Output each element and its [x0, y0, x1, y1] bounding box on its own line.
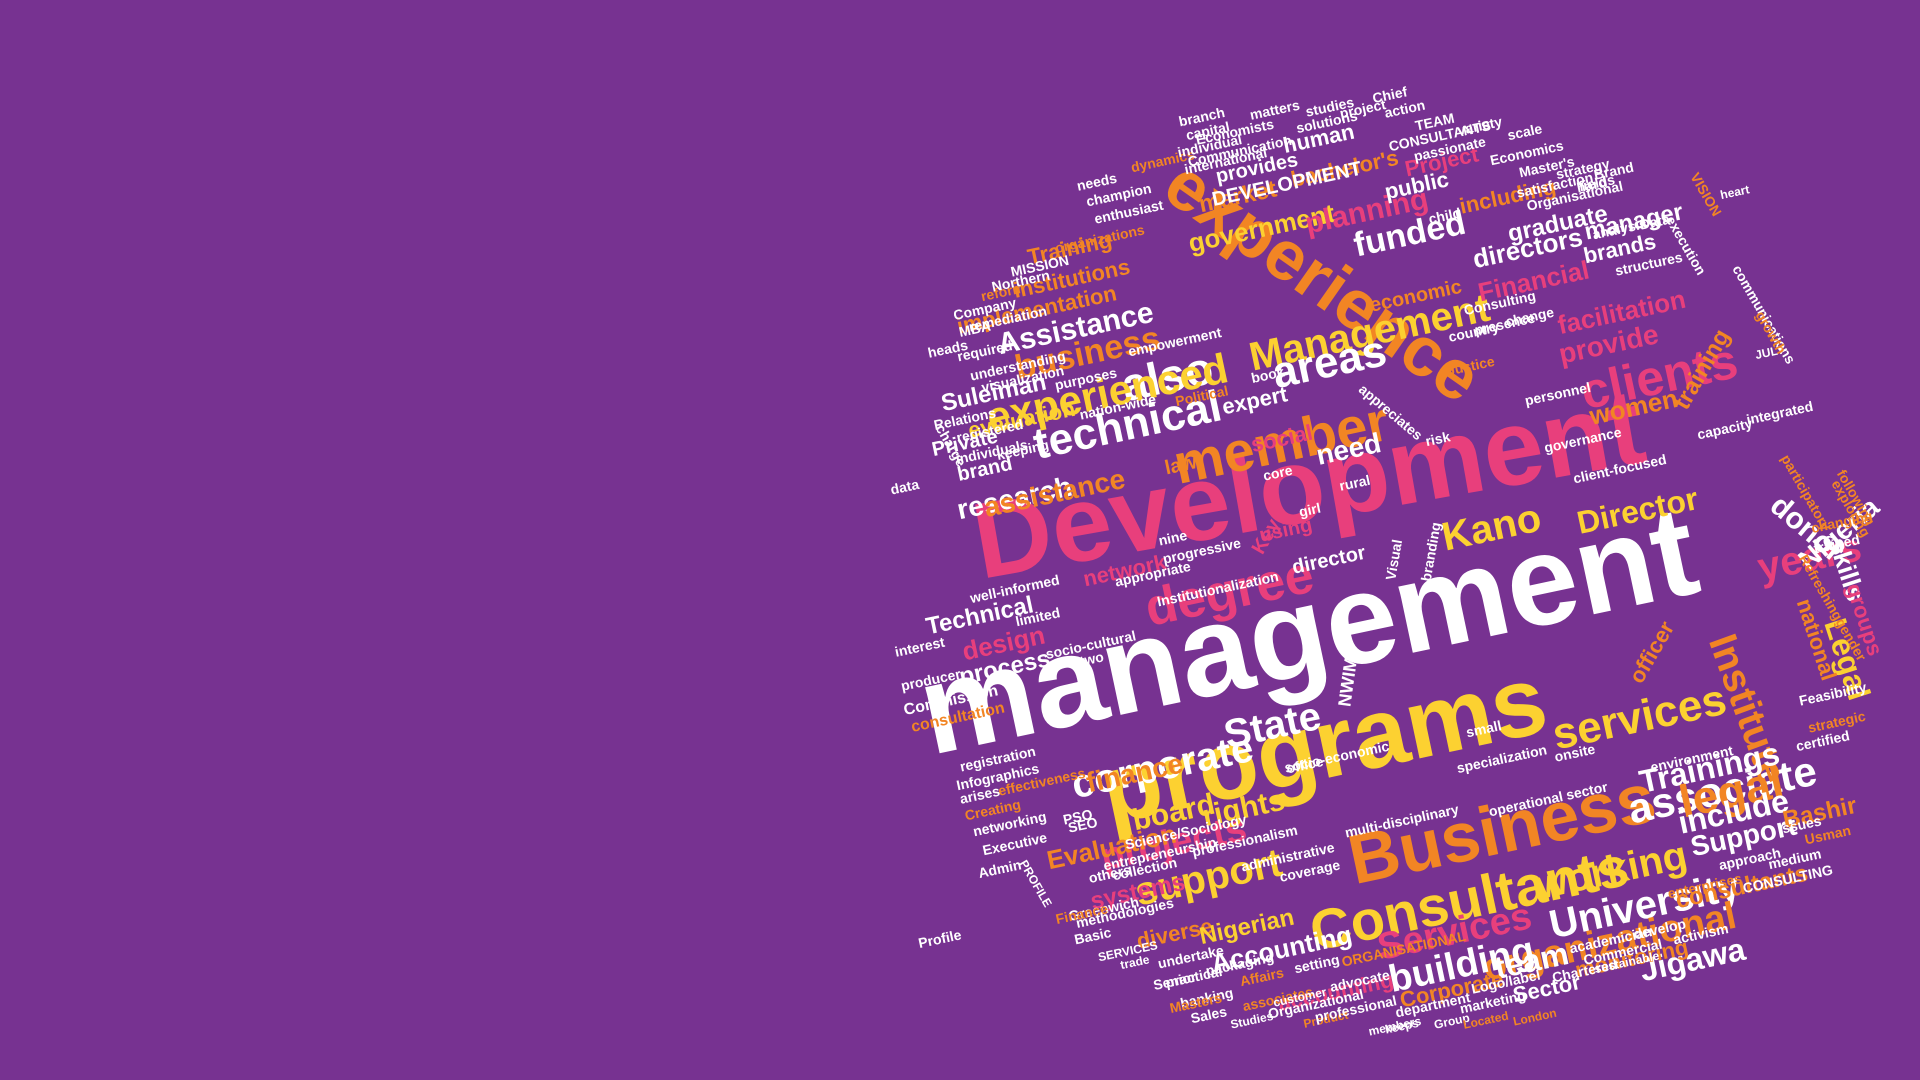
- cloud-word-data: data: [889, 476, 921, 498]
- cloud-word-office: office: [1285, 753, 1325, 776]
- cloud-word-keeps: keeps: [1384, 1016, 1421, 1037]
- cloud-word-visual: Visual: [1382, 538, 1405, 581]
- cloud-word-sales: Sales: [1189, 1003, 1228, 1026]
- cloud-word-core: core: [1262, 462, 1294, 484]
- cloud-word-child: child: [1427, 205, 1462, 227]
- cloud-word-feasibility: Feasibility: [1798, 679, 1869, 709]
- cloud-word-admin: Admin: [977, 856, 1023, 881]
- cloud-word-trade: trade: [1119, 952, 1151, 972]
- cloud-word-july: JULY: [1754, 342, 1786, 362]
- cloud-word-risk: risk: [1424, 428, 1452, 449]
- cloud-word-matters: matters: [1248, 97, 1301, 123]
- cloud-word-seo: SEO: [1067, 814, 1099, 836]
- cloud-word-rural: rural: [1338, 472, 1372, 494]
- cloud-word-nine: nine: [1157, 527, 1189, 549]
- cloud-word-profile: Profile: [917, 926, 963, 951]
- cloud-word-data: Data: [1638, 211, 1671, 233]
- cloud-word-hard: hard: [1575, 174, 1608, 196]
- cloud-word-basic: Basic: [1073, 924, 1113, 947]
- cloud-word-scale: scale: [1506, 120, 1544, 143]
- cloud-word-london: London: [1512, 1006, 1558, 1029]
- cloud-word-pso: PSO: [1062, 806, 1094, 828]
- cloud-word-vision: VISION: [1687, 170, 1725, 219]
- cloud-word-fields: fields: [1577, 171, 1616, 194]
- cloud-word-integrated: integrated: [1745, 398, 1815, 428]
- cloud-word-mba: MBA: [957, 318, 992, 340]
- cloud-word-girl: girl: [1297, 500, 1322, 520]
- cloud-word-heart: heart: [1719, 182, 1751, 202]
- cloud-word-two: two: [1078, 648, 1105, 669]
- cloud-word-book: book: [1250, 363, 1286, 386]
- cloud-word-capacity: capacity: [1696, 415, 1754, 442]
- cloud-word-chief: Chief: [1371, 83, 1409, 106]
- cloud-word-small: small: [1465, 717, 1503, 740]
